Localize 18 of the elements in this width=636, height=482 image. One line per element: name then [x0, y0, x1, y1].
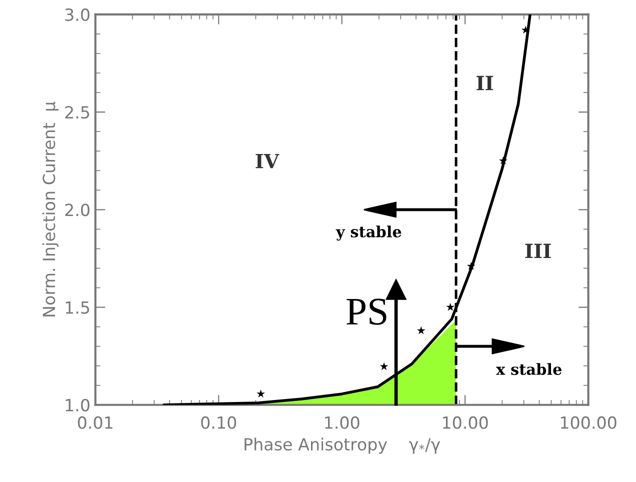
annotation: x stable [496, 363, 562, 375]
x-tick-label: 100.00 [560, 416, 616, 429]
y-tick-label: 1.0 [66, 398, 90, 412]
annotation: III [525, 244, 551, 258]
annotation: II [476, 76, 493, 90]
y-tick-label: 3.0 [65, 8, 90, 22]
y-tick-label: 2.5 [65, 106, 90, 119]
x-tick-label: 0.01 [78, 416, 112, 429]
x-axis-title: Phase Anisotropy γ$_{*}$/γ [244, 438, 440, 454]
annotation: IV [256, 154, 280, 168]
x-tick-label: 0.10 [201, 416, 236, 429]
y-axis-title: Norm. Injection Current μ [42, 102, 58, 316]
annotation: y stable [336, 226, 402, 241]
annotation: PS [346, 298, 386, 325]
y-tick-label: 2.0 [65, 204, 90, 216]
x-tick-label: 10.00 [443, 416, 488, 429]
y-tick-label: 1.5 [66, 301, 90, 314]
x-tick-label: 1.00 [325, 416, 360, 429]
